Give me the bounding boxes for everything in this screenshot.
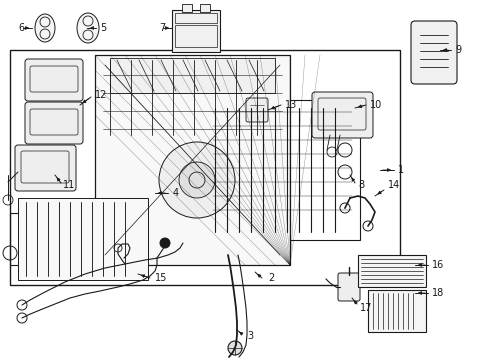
Text: 6: 6 <box>18 23 24 33</box>
Bar <box>18 198 148 280</box>
Text: 3: 3 <box>247 331 253 341</box>
Text: 9: 9 <box>455 45 461 55</box>
Text: 5: 5 <box>100 23 106 33</box>
Bar <box>95 55 290 265</box>
Ellipse shape <box>35 14 55 42</box>
Bar <box>172 10 220 52</box>
Text: 1: 1 <box>398 165 404 175</box>
Bar <box>175 25 217 47</box>
Text: 17: 17 <box>360 303 372 313</box>
Text: 12: 12 <box>95 90 107 100</box>
Bar <box>205 100 360 240</box>
Text: 10: 10 <box>370 100 382 110</box>
Text: 14: 14 <box>388 180 400 190</box>
Text: 7: 7 <box>159 23 165 33</box>
Text: 15: 15 <box>155 273 168 283</box>
Text: 4: 4 <box>173 188 179 198</box>
Circle shape <box>159 142 235 218</box>
Circle shape <box>179 162 215 198</box>
Text: 11: 11 <box>63 180 75 190</box>
Circle shape <box>160 238 170 248</box>
Bar <box>200 4 210 12</box>
Bar <box>368 290 426 332</box>
Text: 8: 8 <box>358 180 364 190</box>
Bar <box>358 255 426 287</box>
FancyBboxPatch shape <box>312 92 373 138</box>
Text: 16: 16 <box>432 260 444 270</box>
Text: 13: 13 <box>285 100 297 110</box>
FancyBboxPatch shape <box>338 273 360 301</box>
Bar <box>10 50 400 285</box>
FancyBboxPatch shape <box>25 102 83 144</box>
Text: 18: 18 <box>432 288 444 298</box>
Bar <box>175 13 217 23</box>
FancyBboxPatch shape <box>25 59 83 101</box>
FancyBboxPatch shape <box>411 21 457 84</box>
FancyBboxPatch shape <box>246 98 268 122</box>
FancyBboxPatch shape <box>15 145 76 191</box>
Circle shape <box>228 341 242 355</box>
Ellipse shape <box>77 13 99 43</box>
Bar <box>182 4 192 12</box>
Text: 2: 2 <box>268 273 274 283</box>
Bar <box>110 58 275 93</box>
